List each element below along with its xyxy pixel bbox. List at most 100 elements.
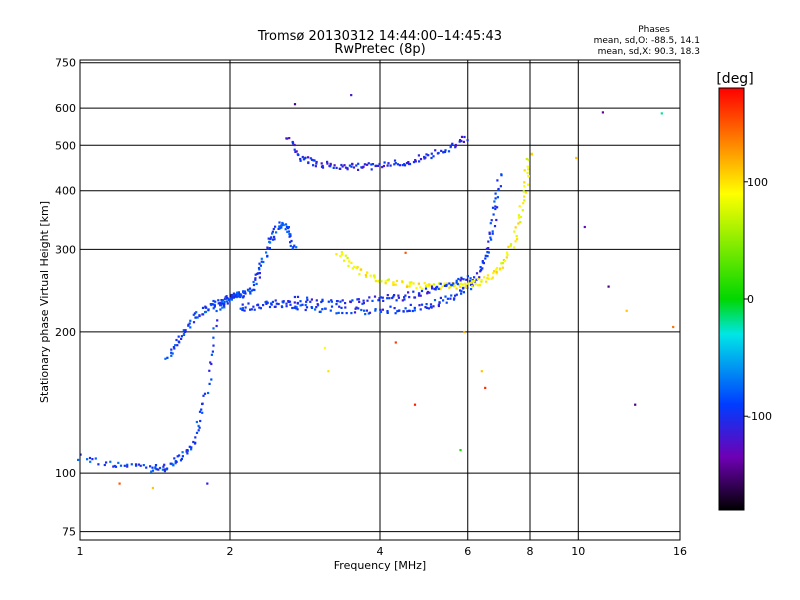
data-point [408,309,411,312]
data-point [267,237,270,240]
data-point [517,216,520,219]
data-point [343,164,346,167]
data-point [294,150,297,153]
data-point [393,159,397,162]
data-point [366,299,369,302]
data-point [293,143,296,147]
data-point [112,465,115,468]
data-point [195,431,199,434]
data-point [486,251,489,254]
data-point [268,305,272,309]
data-point [391,296,394,300]
data-point [358,300,361,303]
data-point [396,310,399,313]
data-point [192,440,195,444]
data-point [227,298,231,301]
data-point [601,111,604,114]
data-point [309,157,312,160]
data-point [321,308,324,311]
data-point [257,267,261,270]
data-point [235,293,238,296]
data-point [455,279,458,282]
data-point [285,305,288,308]
data-point [514,240,517,243]
data-point [166,356,169,359]
data-point [208,369,211,372]
data-point [527,175,530,178]
data-point [123,464,126,467]
data-point [288,232,291,236]
data-point [340,163,343,167]
data-point [409,303,412,306]
data-point [173,347,176,350]
data-point [226,302,229,305]
data-point [197,424,200,427]
data-point [271,230,274,233]
data-point [487,240,490,243]
data-point [161,468,164,471]
data-point [174,462,177,465]
data-point [287,300,290,303]
data-point [280,224,283,227]
data-point [478,276,481,279]
data-point [103,463,106,467]
data-point [527,158,530,161]
data-point [327,370,330,373]
data-point [455,287,458,290]
data-point [225,297,229,300]
data-point [299,159,302,162]
data-point [178,341,181,344]
data-point [336,300,339,303]
data-point [458,283,461,286]
data-point [455,281,458,284]
data-point [316,303,319,306]
data-point [394,312,397,315]
data-point [163,470,166,473]
data-point [469,277,472,280]
data-point [392,282,395,285]
data-point [371,299,374,302]
data-point [448,286,451,289]
data-point [329,309,332,312]
data-point [419,286,422,289]
data-point [466,139,469,142]
data-point [182,332,186,336]
data-point [220,299,223,302]
data-point [519,215,523,219]
data-point [320,162,323,165]
data-point [237,295,240,298]
data-point [526,183,530,186]
data-point [479,269,482,272]
data-point [273,238,276,241]
data-point [519,221,522,224]
data-point [460,290,463,293]
data-point [330,300,333,303]
data-point [507,245,510,248]
data-point [176,344,179,347]
data-point [367,312,370,315]
data-point [341,165,344,168]
data-point [361,302,364,305]
data-point [301,303,304,306]
data-point [326,162,329,165]
data-point [212,307,215,310]
data-point [346,256,349,260]
data-point [607,285,610,288]
data-point [405,162,409,165]
data-point [326,160,329,163]
data-point [386,294,389,297]
data-point [259,307,262,310]
data-point [461,287,465,290]
data-point [288,300,292,303]
data-point [259,264,262,267]
data-point [437,304,440,308]
data-point [365,275,368,278]
data-point [88,456,92,460]
data-point [223,300,226,303]
data-point [438,301,441,304]
data-point [583,225,586,229]
data-point [271,300,274,303]
data-point [466,275,469,278]
data-point [384,280,387,283]
data-point [255,282,258,285]
